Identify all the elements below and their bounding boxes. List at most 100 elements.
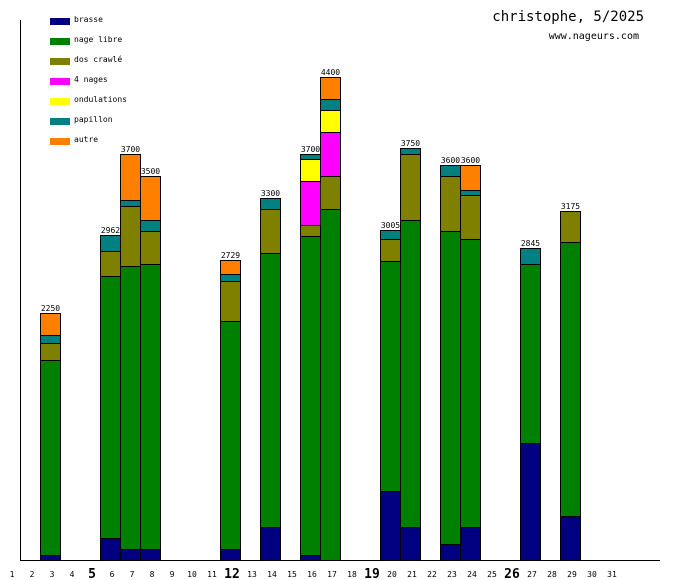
bar-segment-brasse-day-22 xyxy=(440,544,461,561)
bar-total-label: 3005 xyxy=(381,221,400,230)
bar-segment-dos-crawlé-day-7 xyxy=(140,231,161,265)
bar-total-label: 3700 xyxy=(301,145,320,154)
x-tick-label: 24 xyxy=(467,570,477,579)
bar-segment-nage-libre-day-2 xyxy=(40,360,61,556)
bar-segment-dos-crawlé-day-22 xyxy=(440,176,461,232)
bar-segment-nage-libre-day-22 xyxy=(440,231,461,545)
bar-segment-papillon-day-7 xyxy=(140,220,161,232)
bar-segment-nage-libre-day-11 xyxy=(220,321,241,550)
bar-segment-nage-libre-day-16 xyxy=(320,209,341,561)
legend-swatch xyxy=(50,18,70,25)
x-tick-label: 17 xyxy=(327,570,337,579)
bar-segment-dos-crawlé-day-6 xyxy=(120,206,141,267)
bar-segment-4-nages-day-15 xyxy=(300,181,321,226)
bar-segment-papillon-day-19 xyxy=(380,230,401,240)
bar-segment-nage-libre-day-7 xyxy=(140,264,161,550)
bar-total-label: 3600 xyxy=(461,156,480,165)
x-tick-label: 12 xyxy=(224,567,240,580)
bar-total-label: 2962 xyxy=(101,226,120,235)
x-tick-label: 21 xyxy=(407,570,417,579)
x-tick-label: 1 xyxy=(10,570,15,579)
bar-segment-4-nages-day-16 xyxy=(320,132,341,177)
bar-segment-nage-libre-day-19 xyxy=(380,261,401,492)
x-tick-label: 4 xyxy=(70,570,75,579)
bar-segment-papillon-day-13 xyxy=(260,198,281,210)
bar-segment-papillon-day-2 xyxy=(40,335,61,344)
legend-label: 4 nages xyxy=(74,75,108,84)
bar-segment-autre-day-23 xyxy=(460,165,481,191)
bar-segment-brasse-day-11 xyxy=(220,549,241,561)
legend-label: brasse xyxy=(74,15,103,24)
bar-segment-papillon-day-23 xyxy=(460,190,481,196)
bar-segment-papillon-day-26 xyxy=(520,248,541,265)
site-link[interactable]: www.nageurs.com xyxy=(548,31,639,42)
bar-segment-nage-libre-day-28 xyxy=(560,242,581,517)
bar-segment-papillon-day-11 xyxy=(220,274,241,282)
x-tick-label: 2 xyxy=(30,570,35,579)
x-tick-label: 22 xyxy=(427,570,437,579)
x-tick-label: 18 xyxy=(347,570,357,579)
bar-total-label: 3300 xyxy=(261,189,280,198)
bar-total-label: 2729 xyxy=(221,251,240,260)
x-tick-label: 15 xyxy=(287,570,297,579)
bar-total-label: 2250 xyxy=(41,304,60,313)
x-tick-label: 3 xyxy=(50,570,55,579)
legend-label: dos crawlé xyxy=(74,55,123,64)
legend-label: autre xyxy=(74,135,99,144)
x-tick-label: 27 xyxy=(527,570,537,579)
x-tick-label: 6 xyxy=(110,570,115,579)
bar-segment-papillon-day-16 xyxy=(320,99,341,111)
x-tick-label: 11 xyxy=(207,570,217,579)
bars-layer xyxy=(40,77,581,561)
bar-segment-brasse-day-23 xyxy=(460,527,481,561)
bar-segment-ondulations-day-15 xyxy=(300,159,321,182)
bar-segment-brasse-day-2 xyxy=(40,555,61,561)
bar-segment-nage-libre-day-23 xyxy=(460,239,481,528)
bar-total-label: 4400 xyxy=(321,68,340,77)
x-tick-label: 19 xyxy=(364,567,380,580)
bar-segment-autre-day-16 xyxy=(320,77,341,100)
x-tick-label: 16 xyxy=(307,570,317,579)
bar-segment-papillon-day-22 xyxy=(440,165,461,177)
legend-swatch xyxy=(50,58,70,65)
x-tick-label: 26 xyxy=(504,567,520,580)
bar-segment-dos-crawlé-day-16 xyxy=(320,176,341,210)
x-tick-label: 30 xyxy=(587,570,597,579)
bar-total-label: 3500 xyxy=(141,167,160,176)
bar-segment-brasse-day-6 xyxy=(120,549,141,561)
bar-segment-brasse-day-20 xyxy=(400,527,421,561)
bar-segment-dos-crawlé-day-5 xyxy=(100,251,121,277)
x-tick-label: 10 xyxy=(187,570,197,579)
bar-segment-brasse-day-13 xyxy=(260,527,281,561)
legend-swatch xyxy=(50,98,70,105)
x-tick-label: 20 xyxy=(387,570,397,579)
x-tick-label: 14 xyxy=(267,570,277,579)
bar-total-label: 3700 xyxy=(121,145,140,154)
bar-segment-brasse-day-19 xyxy=(380,491,401,561)
bar-segment-dos-crawlé-day-20 xyxy=(400,154,421,221)
chart-title: christophe, 5/2025 xyxy=(492,9,644,25)
x-tick-label: 31 xyxy=(607,570,617,579)
bar-segment-nage-libre-day-20 xyxy=(400,220,421,528)
bar-segment-autre-day-2 xyxy=(40,313,61,336)
bar-segment-autre-day-7 xyxy=(140,176,161,221)
bar-segment-dos-crawlé-day-19 xyxy=(380,239,401,262)
legend-swatch xyxy=(50,118,70,125)
bar-total-label: 3175 xyxy=(561,202,580,211)
bar-segment-papillon-day-6 xyxy=(120,200,141,207)
x-tick-label: 29 xyxy=(567,570,577,579)
x-tick-label: 7 xyxy=(130,570,135,579)
x-tick-label: 5 xyxy=(88,567,96,580)
bar-segment-autre-day-6 xyxy=(120,154,141,201)
legend-label: papillon xyxy=(74,115,113,124)
bar-segment-papillon-day-15 xyxy=(300,154,321,160)
legend-label: ondulations xyxy=(74,95,127,104)
x-tick-label: 13 xyxy=(247,570,257,579)
bar-segment-brasse-day-15 xyxy=(300,555,321,561)
x-tick-label: 8 xyxy=(150,570,155,579)
bar-segment-nage-libre-day-6 xyxy=(120,266,141,550)
bar-segment-dos-crawlé-day-23 xyxy=(460,195,481,240)
bar-segment-nage-libre-day-5 xyxy=(100,276,121,539)
x-tick-label: 23 xyxy=(447,570,457,579)
